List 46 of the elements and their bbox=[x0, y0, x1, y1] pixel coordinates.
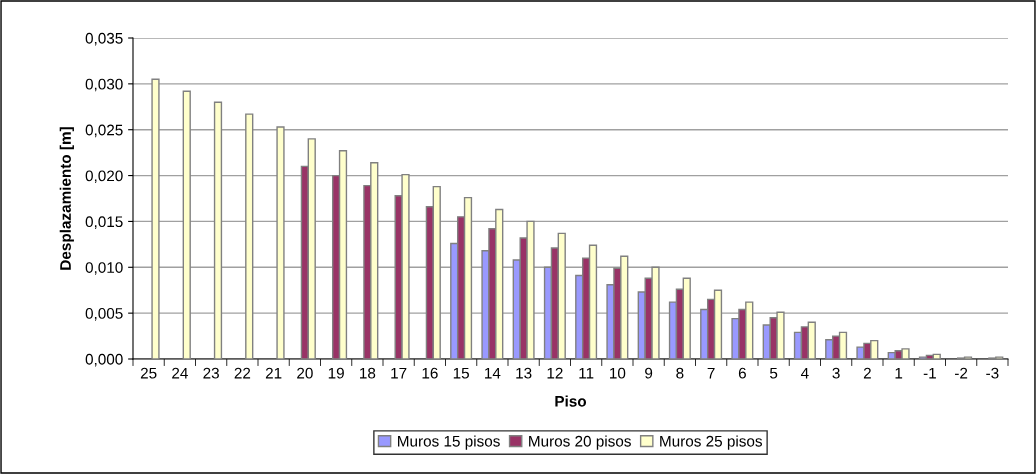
y-tick-label: 0,000 bbox=[85, 353, 123, 367]
y-tick-label: 0,015 bbox=[85, 216, 123, 229]
x-tick-label: 18 bbox=[360, 367, 376, 379]
x-tick-label: 23 bbox=[203, 367, 219, 379]
x-tick-label: -1 bbox=[923, 367, 936, 379]
bar bbox=[151, 78, 160, 359]
x-tick-label: 19 bbox=[328, 367, 344, 379]
x-tick-label: 5 bbox=[769, 367, 778, 379]
x-tick-label: 8 bbox=[676, 367, 684, 379]
x-tick-label: 6 bbox=[738, 367, 746, 379]
y-tick-label: 0,020 bbox=[85, 170, 123, 184]
y-tick-label: 0,035 bbox=[85, 32, 123, 46]
y-tick-label: 0,025 bbox=[85, 124, 123, 138]
y-tick-label: 0,005 bbox=[85, 308, 123, 321]
legend-label: Muros 25 pisos bbox=[660, 435, 762, 450]
x-tick-label: 20 bbox=[297, 367, 313, 379]
bar bbox=[276, 126, 285, 359]
x-tick-label: 12 bbox=[547, 367, 563, 379]
x-tick-label: -3 bbox=[986, 367, 999, 379]
x-tick-label: 1 bbox=[895, 367, 903, 379]
bar bbox=[245, 113, 254, 359]
y-tick-label: 0,030 bbox=[85, 78, 123, 92]
x-tick-label: 11 bbox=[579, 367, 594, 379]
x-tick-label: 17 bbox=[391, 367, 407, 379]
x-tick-label: 13 bbox=[516, 367, 532, 379]
legend-label: Muros 15 pisos bbox=[398, 435, 500, 450]
x-tick-label: 2 bbox=[863, 367, 871, 379]
x-tick-label: 10 bbox=[610, 367, 626, 379]
x-tick-label: 16 bbox=[422, 367, 438, 379]
x-tick-label: -2 bbox=[955, 367, 968, 379]
x-axis-title: Piso bbox=[555, 395, 587, 407]
x-tick-label: 15 bbox=[453, 367, 469, 379]
x-tick-label: 3 bbox=[832, 367, 840, 379]
x-tick-label: 24 bbox=[172, 367, 188, 379]
bar bbox=[213, 101, 223, 359]
legend-label: Muros 20 pisos bbox=[529, 435, 631, 450]
x-tick-label: 22 bbox=[234, 367, 251, 379]
y-axis-title: Desplazamiento [m] bbox=[59, 127, 74, 270]
x-tick-label: 14 bbox=[485, 367, 501, 379]
x-tick-label: 7 bbox=[707, 367, 715, 379]
x-tick-label: 9 bbox=[645, 367, 653, 379]
y-tick-label: 0,010 bbox=[85, 262, 123, 275]
x-tick-label: 25 bbox=[140, 367, 157, 379]
bar bbox=[182, 90, 191, 359]
x-tick-label: 21 bbox=[265, 367, 282, 379]
x-tick-label: 4 bbox=[800, 367, 809, 379]
